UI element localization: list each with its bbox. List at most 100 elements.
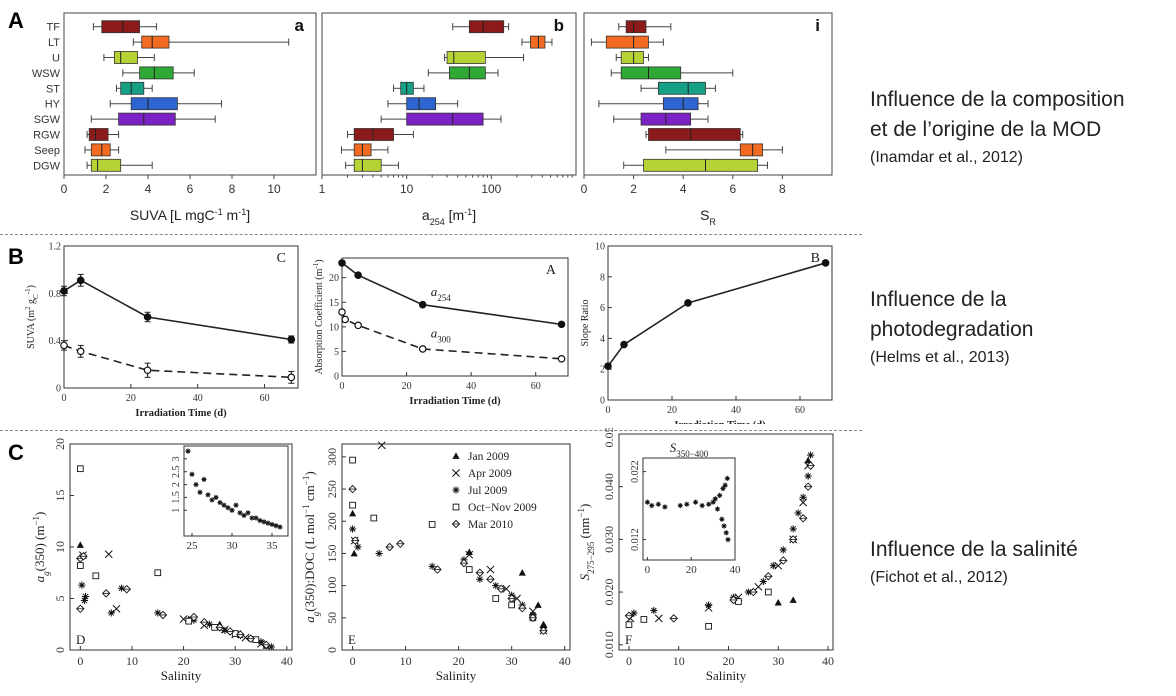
inset-y-tick-label: 0.022 [630, 460, 641, 483]
x-tick-label: 40 [559, 654, 571, 668]
x-tick-label: 40 [281, 654, 293, 668]
marker-asterisk [209, 497, 215, 503]
marker-x [654, 614, 663, 623]
x-tick-label: 0 [581, 182, 588, 196]
category-label: HY [45, 99, 61, 111]
box-hy [130, 97, 178, 111]
box-lt [530, 35, 546, 49]
category-label: U [52, 53, 60, 65]
inset-y-tick-label: 1.5 [171, 491, 182, 504]
box-wsw [620, 66, 682, 80]
x-tick-label: 10 [267, 182, 281, 196]
marker-asterisk [257, 517, 263, 524]
x-tick-label: 10 [673, 654, 685, 668]
marker-asterisk [233, 502, 239, 508]
caption-photo-ref: (Helms et al., 2013) [870, 349, 1010, 366]
panel-label: D [76, 632, 85, 647]
x-tick-label: 60 [531, 381, 541, 392]
inset-x-tick-label: 25 [187, 540, 199, 552]
x-axis-label: Irradiation Time (d) [135, 408, 227, 419]
box-seep [90, 143, 111, 157]
marker-asterisk [241, 512, 247, 519]
x-tick-label: 60 [260, 393, 270, 404]
marker-asterisk [197, 489, 203, 495]
marker-asterisk [221, 502, 227, 508]
x-axis-label: a254 [m-1] [422, 207, 476, 227]
box-hy [406, 97, 437, 111]
chart-ag350-doc-salinity: 0 10 20 30 40 0 50 100 150 200 250 300 Salinity Eag(3… [301, 441, 571, 683]
x-tick-label: 10 [400, 654, 412, 668]
caption-composition-ref: (Inamdar et al., 2012) [870, 149, 1023, 166]
y-axis-label: SUVA (m2 gC-1) [24, 285, 40, 349]
annotation-label: a300 [431, 326, 452, 345]
y-tick-label: 5 [334, 347, 339, 358]
marker-asterisk [721, 523, 727, 529]
marker-asterisk [794, 509, 802, 517]
panel-label: b [554, 16, 564, 35]
data-point [76, 276, 85, 285]
marker-asterisk [81, 592, 90, 601]
inset-x-tick-label: 35 [267, 540, 279, 552]
marker-asterisk [699, 503, 705, 509]
caption-composition-line2: et de l’origine de la MOD [870, 118, 1102, 141]
marker-x [377, 441, 386, 450]
y-tick-label: 8 [600, 272, 605, 283]
x-tick-label: 8 [779, 182, 786, 196]
marker-asterisk [710, 499, 716, 505]
marker-triangle [804, 456, 812, 464]
data-point [287, 335, 296, 344]
y-tick-label: 5 [53, 596, 67, 602]
x-tick-label: 0 [606, 405, 611, 416]
caption-composition: Influence de la composition et de l’orig… [870, 85, 1125, 171]
box-lt [605, 35, 649, 49]
marker-asterisk [630, 609, 638, 617]
inset-y-tick-label: 2.5 [171, 465, 182, 478]
caption-salinity-ref: (Fichot et al., 2012) [870, 569, 1008, 586]
inset-x-tick-label: 30 [227, 540, 239, 552]
data-point [338, 308, 346, 316]
marker-asterisk [265, 520, 271, 526]
marker-asterisk [720, 486, 726, 492]
marker-square [428, 521, 436, 528]
chart-absorption-irradiation: 0 20 40 60 0 5 10 15 20 Irradiation Time (d) A Abso… [312, 257, 569, 407]
x-tick-label: 30 [229, 654, 241, 668]
marker-square [508, 601, 516, 609]
box-lt [141, 35, 170, 49]
plot-frame [63, 245, 299, 389]
marker-asterisk [655, 501, 661, 507]
marker-asterisk [193, 481, 199, 488]
marker-asterisk [744, 588, 752, 596]
marker-asterisk [375, 549, 383, 558]
series-line-1 [63, 344, 292, 379]
panel-label: a [295, 16, 305, 35]
y-tick-label: 0 [56, 384, 61, 395]
inset-frame [642, 457, 736, 561]
inset-x-tick-label: 20 [686, 564, 698, 576]
annotation-label: a254 [431, 284, 452, 303]
caption-photo-line2: photodegradation [870, 318, 1034, 341]
marker-asterisk [476, 575, 484, 583]
marker-asterisk [261, 519, 267, 525]
inset-y-tick-label: 2 [171, 482, 182, 487]
marker-triangle [534, 601, 542, 608]
x-tick-label: 20 [126, 393, 136, 404]
legend-item-4: Mar 2010 [468, 519, 513, 531]
box-dgw [90, 158, 122, 172]
row-label-c: C [8, 440, 24, 465]
marker-asterisk [205, 620, 213, 628]
plot-frame [341, 257, 569, 377]
x-tick-label: 20 [402, 381, 412, 392]
series-line-0 [63, 279, 292, 341]
marker-asterisk [722, 482, 728, 488]
caption-salinity-line1: Influence de la salinité [870, 538, 1078, 561]
marker-square [625, 621, 633, 629]
caption-photodegradation: Influence de la photodegradation (Helms … [870, 285, 1033, 371]
panel-label: F [625, 632, 632, 647]
marker-square [705, 622, 712, 630]
marker-asterisk [452, 486, 460, 494]
data-point [287, 373, 296, 382]
y-tick-label: 0.040 [602, 473, 616, 500]
inset-x-tick-label: 0 [645, 564, 651, 576]
x-tick-label: 4 [145, 182, 152, 196]
